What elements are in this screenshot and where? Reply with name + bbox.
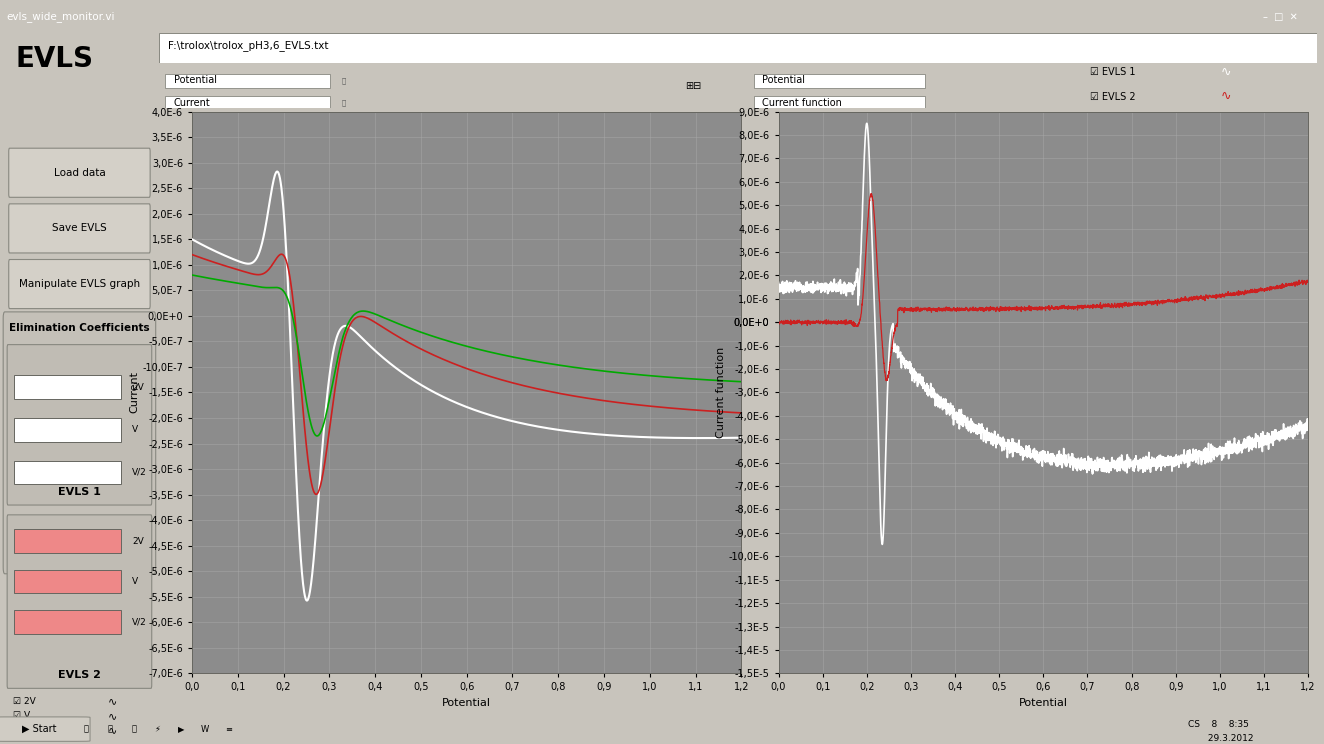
Text: ⊞: ⊞ xyxy=(15,577,21,586)
Text: evls_wide_monitor.vi: evls_wide_monitor.vi xyxy=(7,11,115,22)
Text: ☑ EVLS 2: ☑ EVLS 2 xyxy=(1090,92,1135,102)
Text: ⊞⊟: ⊞⊟ xyxy=(685,80,700,91)
Bar xyxy=(164,96,330,110)
FancyBboxPatch shape xyxy=(0,717,90,741)
Text: EVLS 2: EVLS 2 xyxy=(58,670,101,680)
Text: 3,4142: 3,4142 xyxy=(69,536,99,545)
Text: 29.3.2012: 29.3.2012 xyxy=(1182,734,1254,743)
Text: CS    8    8:35: CS 8 8:35 xyxy=(1188,720,1249,729)
Text: -8,2426: -8,2426 xyxy=(68,577,102,586)
Text: ⚡: ⚡ xyxy=(155,725,160,734)
Text: Save EVLS: Save EVLS xyxy=(52,223,107,234)
Text: -4,8284: -4,8284 xyxy=(68,618,102,626)
Text: ⊞: ⊞ xyxy=(15,536,21,545)
Text: ▶ Start: ▶ Start xyxy=(23,724,57,734)
Text: ∿: ∿ xyxy=(1221,65,1231,79)
FancyBboxPatch shape xyxy=(15,570,120,594)
Text: 🔒: 🔒 xyxy=(342,77,346,83)
Text: F:\trolox\trolox_pH3,6_EVLS.txt: F:\trolox\trolox_pH3,6_EVLS.txt xyxy=(168,40,328,51)
Text: Potential: Potential xyxy=(763,75,805,86)
Y-axis label: Current: Current xyxy=(130,371,139,414)
Text: ☑ V: ☑ V xyxy=(13,711,30,720)
Text: V/2: V/2 xyxy=(132,618,147,626)
Text: 2V: 2V xyxy=(132,382,143,391)
Text: W: W xyxy=(201,725,209,734)
X-axis label: Potential: Potential xyxy=(442,698,491,708)
Text: V: V xyxy=(132,577,138,586)
Text: ∿: ∿ xyxy=(109,696,118,707)
Text: ▶: ▶ xyxy=(179,725,184,734)
Text: Current: Current xyxy=(173,97,211,108)
Text: ∿: ∿ xyxy=(109,725,118,735)
Text: ☑ 2V: ☑ 2V xyxy=(13,697,36,706)
Text: Elimination Coefficients: Elimination Coefficients xyxy=(9,323,150,333)
Text: V: V xyxy=(132,426,138,434)
FancyBboxPatch shape xyxy=(15,461,120,484)
FancyBboxPatch shape xyxy=(3,312,156,574)
FancyBboxPatch shape xyxy=(15,376,120,399)
FancyBboxPatch shape xyxy=(15,418,120,441)
Text: -5,8584: -5,8584 xyxy=(68,382,102,391)
Text: EVLS 1: EVLS 1 xyxy=(58,487,101,497)
Text: ⊞: ⊞ xyxy=(15,618,21,626)
Text: Load data: Load data xyxy=(53,167,106,178)
Text: 🖥: 🖥 xyxy=(83,725,89,734)
FancyBboxPatch shape xyxy=(15,610,120,634)
X-axis label: Potential: Potential xyxy=(1018,698,1068,708)
FancyBboxPatch shape xyxy=(7,344,152,505)
Text: ☑ V/2: ☑ V/2 xyxy=(13,725,38,735)
Y-axis label: Current function: Current function xyxy=(716,347,726,438)
Text: –  □  ✕: – □ ✕ xyxy=(1263,12,1298,22)
Text: ⊞: ⊞ xyxy=(15,426,21,434)
Bar xyxy=(753,74,924,88)
FancyBboxPatch shape xyxy=(15,529,120,553)
Text: 📁: 📁 xyxy=(107,725,113,734)
Text: ⊞: ⊞ xyxy=(15,468,21,477)
FancyBboxPatch shape xyxy=(7,515,152,688)
Text: 🌐: 🌐 xyxy=(131,725,136,734)
Text: ⊞: ⊞ xyxy=(15,382,21,391)
Text: 🔒: 🔒 xyxy=(342,99,346,106)
Text: ∿: ∿ xyxy=(1221,90,1231,103)
Bar xyxy=(753,96,924,110)
Text: Manipulate EVLS graph: Manipulate EVLS graph xyxy=(19,279,140,289)
Text: ≡: ≡ xyxy=(225,725,233,734)
FancyBboxPatch shape xyxy=(9,204,150,253)
Text: EVLS: EVLS xyxy=(16,45,94,73)
Text: Current function: Current function xyxy=(763,97,842,108)
FancyBboxPatch shape xyxy=(9,260,150,309)
Text: V/2: V/2 xyxy=(132,468,147,477)
FancyBboxPatch shape xyxy=(9,148,150,197)
Text: 17,485: 17,485 xyxy=(69,426,99,434)
Text: ☑ EVLS 1: ☑ EVLS 1 xyxy=(1090,67,1135,77)
Text: 2V: 2V xyxy=(132,536,143,545)
Text: Potential: Potential xyxy=(173,75,217,86)
Bar xyxy=(164,74,330,88)
Text: -11,657: -11,657 xyxy=(66,468,102,477)
Text: ∿: ∿ xyxy=(109,711,118,721)
